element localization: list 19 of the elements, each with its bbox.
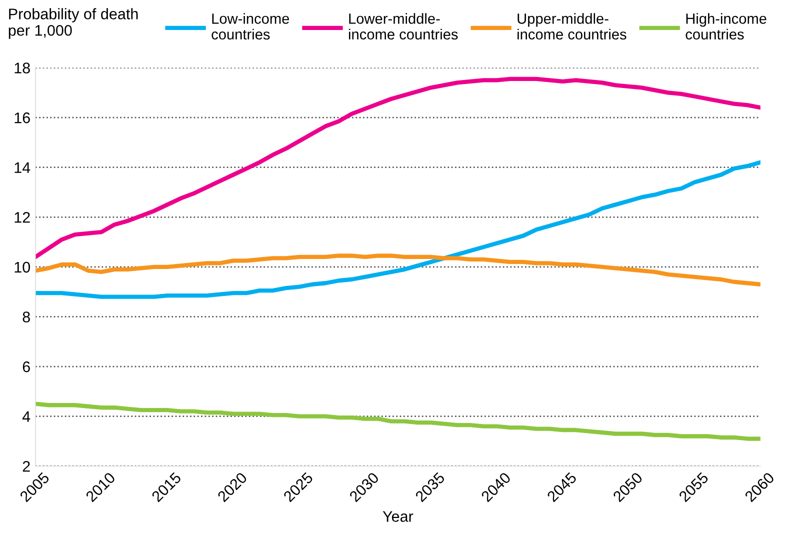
line-series <box>35 76 760 260</box>
y-tick-label: 10 <box>14 262 30 273</box>
line-series <box>35 160 760 299</box>
y-tick-label: 4 <box>22 411 30 422</box>
y-axis-title: Probability of death per 1,000 <box>8 8 138 39</box>
line-series <box>35 254 760 286</box>
y-tick-label: 2 <box>22 460 30 472</box>
x-axis-title: Year <box>382 511 414 522</box>
legend-label: High-income countries <box>686 13 766 40</box>
y-tick-label: 8 <box>22 312 30 322</box>
legend-label: Low-income countries <box>212 13 290 40</box>
y-tick-label: 18 <box>14 62 30 74</box>
legend-label: Upper-middle- income countries <box>518 13 626 40</box>
y-tick-label: 12 <box>14 212 30 223</box>
y-tick-label: 14 <box>14 162 30 173</box>
legend-label: Lower-middle- income countries <box>348 13 458 40</box>
y-tick-label: 6 <box>22 361 30 372</box>
line-series <box>35 402 760 441</box>
y-tick-label: 16 <box>14 112 30 124</box>
